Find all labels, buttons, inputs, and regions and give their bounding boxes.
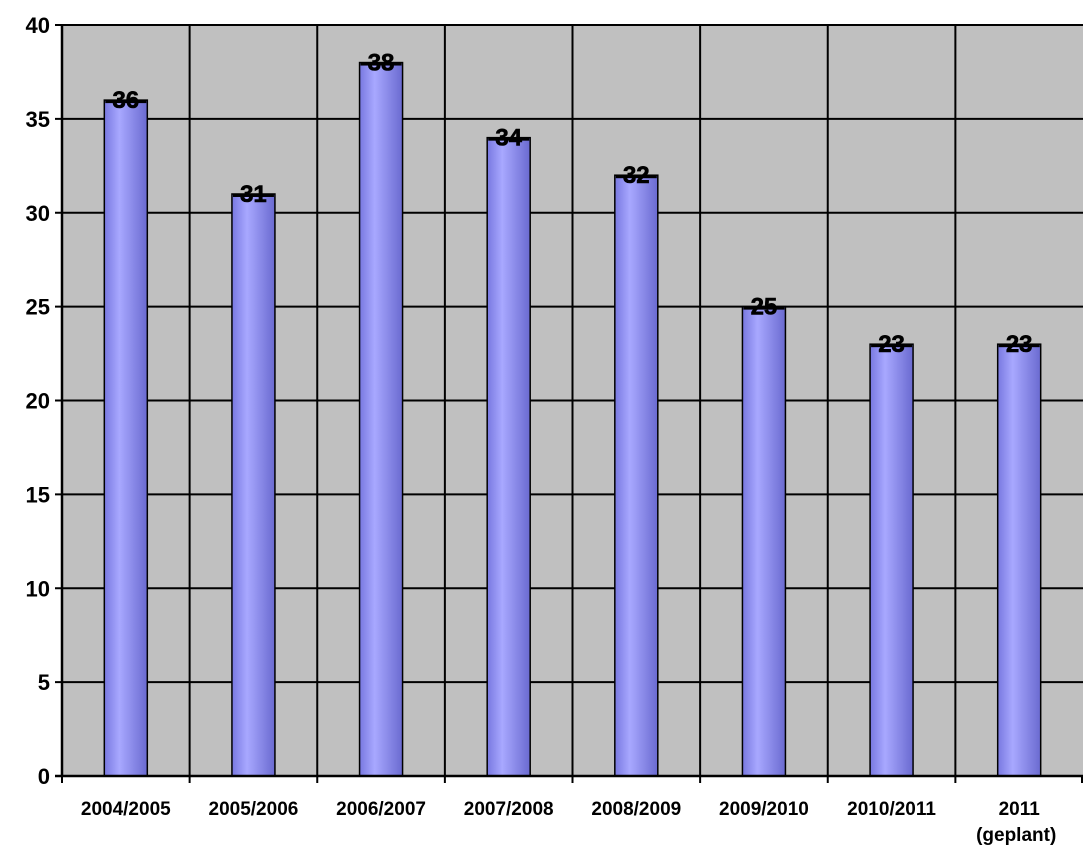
bar-top-edge xyxy=(871,344,913,348)
data-label: 38 xyxy=(368,50,395,77)
bar-top-edge xyxy=(615,175,657,179)
x-tick-label-line: (geplant) xyxy=(976,825,1056,846)
y-tick-label: 15 xyxy=(26,482,50,507)
x-tick-label: 2008/2009 xyxy=(591,799,681,820)
data-label: 31 xyxy=(240,181,267,208)
x-tick-label: 2006/2007 xyxy=(336,799,426,820)
x-tick-label-line: 2011 xyxy=(999,799,1041,820)
data-label: 25 xyxy=(751,294,778,321)
x-tick-label: 2009/2010 xyxy=(719,799,809,820)
data-label: 23 xyxy=(878,331,905,358)
x-tick-label-line: 2009/2010 xyxy=(719,799,809,820)
bar-top-edge xyxy=(360,62,402,66)
bar xyxy=(486,136,531,777)
bar-top-edge xyxy=(105,100,147,104)
x-tick-label: 2011 (geplant) xyxy=(976,799,1056,846)
y-tick-label: 35 xyxy=(26,107,50,132)
bar xyxy=(996,343,1042,777)
y-tick-label: 40 xyxy=(26,13,50,38)
x-tick-label-line: 2004/2005 xyxy=(81,799,171,820)
bar xyxy=(741,305,787,777)
bar xyxy=(614,174,659,777)
bar xyxy=(358,61,404,777)
bars xyxy=(103,61,1042,777)
x-tick-label-line: 2010/2011 xyxy=(847,799,936,820)
y-tick-label: 20 xyxy=(26,389,50,414)
bar-top-edge xyxy=(488,137,530,141)
data-label: 23 xyxy=(1006,331,1033,358)
x-tick-label: 2005/2006 xyxy=(209,799,299,820)
axes xyxy=(55,24,1083,783)
x-tick-label-line: 2005/2006 xyxy=(209,799,299,820)
y-tick-label: 25 xyxy=(26,295,50,320)
data-label: 32 xyxy=(623,162,650,189)
x-tick-label: 2007/2008 xyxy=(464,799,554,820)
y-tick-label: 30 xyxy=(26,201,50,226)
bar xyxy=(869,343,914,777)
x-tick-label-line: 2008/2009 xyxy=(591,799,681,820)
data-label: 36 xyxy=(112,87,139,114)
y-tick-label: 0 xyxy=(38,764,50,789)
y-tick-label: 5 xyxy=(38,670,50,695)
x-tick-label: 2004/2005 xyxy=(81,799,171,820)
bar-top-edge xyxy=(232,193,274,197)
bar-top-edge xyxy=(998,344,1040,348)
bar xyxy=(103,99,149,777)
x-tick-label: 2010/2011 xyxy=(847,799,936,820)
bar-top-edge xyxy=(743,306,785,310)
x-tick-label-line: 2007/2008 xyxy=(464,799,554,820)
y-tick-label: 10 xyxy=(26,576,50,601)
bar xyxy=(231,193,276,777)
data-label: 34 xyxy=(495,125,522,152)
x-tick-label-line: 2006/2007 xyxy=(336,799,426,820)
labels: 0 5 10 15 20 25 30 35 40 36 2004/2005 31 2005/2006 38… xyxy=(26,13,1057,846)
